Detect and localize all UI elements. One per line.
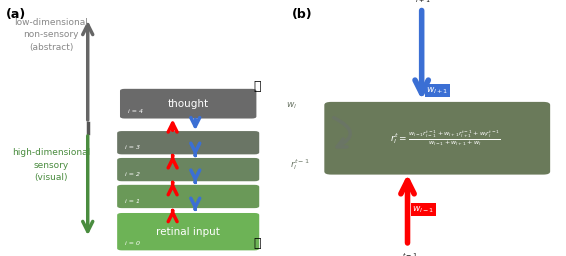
Text: i = 2: i = 2: [125, 172, 140, 177]
Text: 🔒: 🔒: [254, 237, 261, 250]
Text: high-dimensional
sensory
(visual): high-dimensional sensory (visual): [12, 148, 90, 183]
Text: $w_l$: $w_l$: [286, 101, 297, 111]
FancyBboxPatch shape: [324, 102, 550, 175]
Text: (a): (a): [6, 8, 26, 21]
Text: i = 1: i = 1: [125, 199, 140, 204]
Text: $r_l^t = \frac{w_{l-1}r_{l-1}^{t-1} + w_{l+1}r_{l+1}^{t-1} + w_l r_l^{t-1}}{w_{l: $r_l^t = \frac{w_{l-1}r_{l-1}^{t-1} + w_…: [391, 128, 501, 148]
Text: $w_{l+1}$: $w_{l+1}$: [426, 86, 448, 96]
FancyBboxPatch shape: [117, 158, 259, 181]
Text: low-dimensional
non-sensory
(abstract): low-dimensional non-sensory (abstract): [14, 18, 88, 52]
FancyBboxPatch shape: [117, 213, 259, 250]
FancyBboxPatch shape: [120, 89, 256, 119]
Text: i = 0: i = 0: [125, 241, 140, 246]
Text: thought: thought: [168, 99, 209, 109]
FancyBboxPatch shape: [117, 185, 259, 208]
Text: $w_{l-1}$: $w_{l-1}$: [412, 205, 434, 215]
Text: $r_l^{t-1}$: $r_l^{t-1}$: [290, 157, 310, 172]
Text: retinal input: retinal input: [156, 227, 220, 237]
FancyArrowPatch shape: [333, 118, 350, 147]
Text: $r_{l-1}^{t-1}$: $r_{l-1}^{t-1}$: [397, 251, 418, 256]
Text: i = 4: i = 4: [128, 109, 143, 114]
Text: i = 3: i = 3: [125, 145, 140, 150]
Text: 🔒: 🔒: [254, 80, 261, 93]
FancyBboxPatch shape: [117, 131, 259, 154]
Text: $r_{l+1}^{t-1}$: $r_{l+1}^{t-1}$: [411, 0, 432, 5]
Text: (b): (b): [291, 8, 312, 21]
